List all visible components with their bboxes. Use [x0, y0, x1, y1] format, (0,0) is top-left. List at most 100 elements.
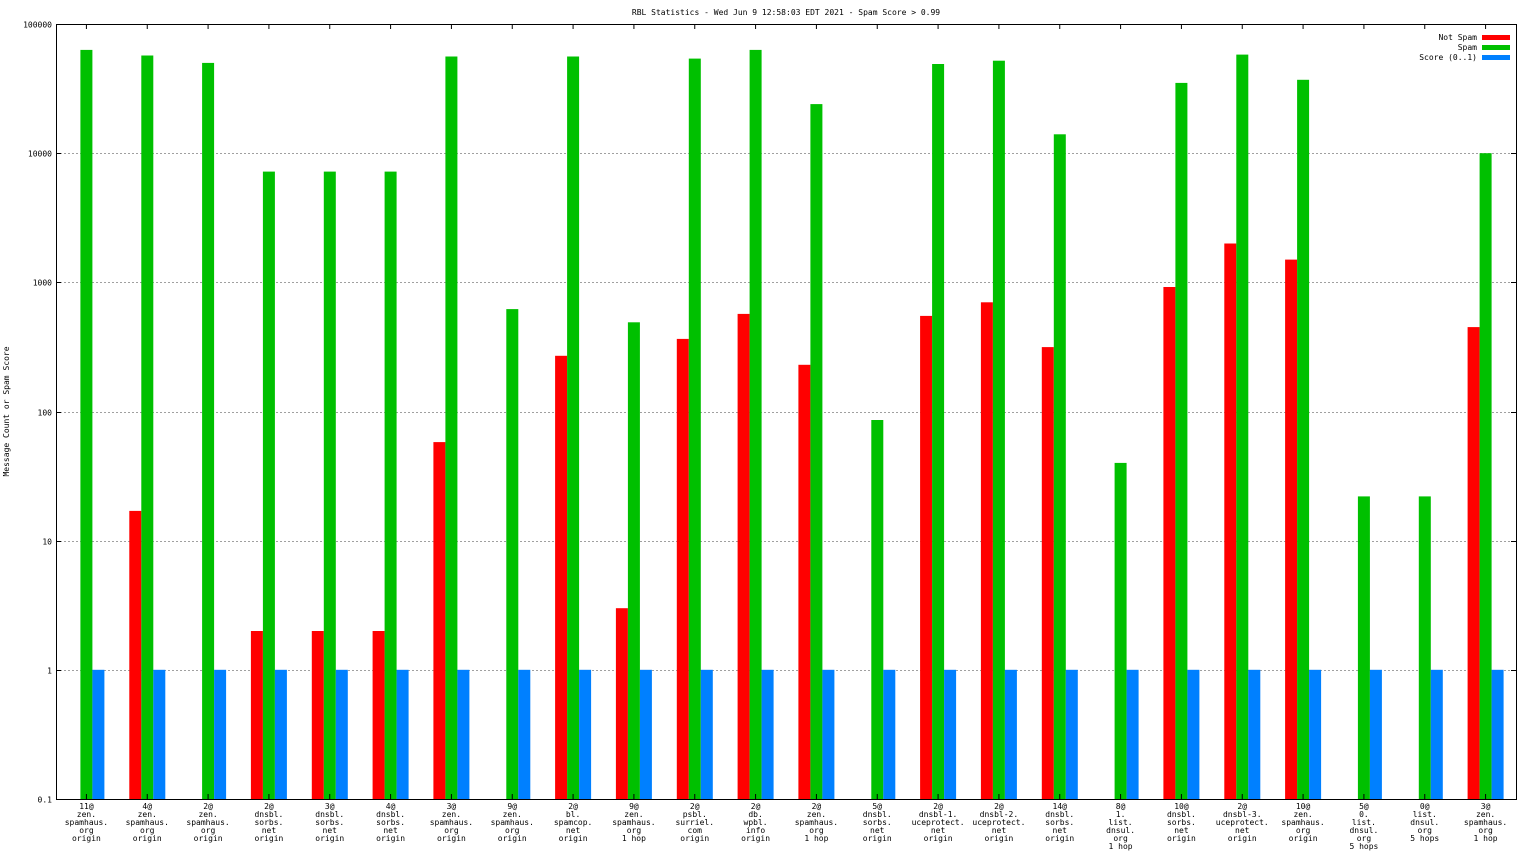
x-tick-label: 3@ [447, 802, 457, 811]
x-tick-label: uceprotect. [972, 818, 1025, 827]
x-tick-label: 2@ [264, 802, 274, 811]
x-tick-label: psbl. [683, 810, 707, 819]
x-tick-label: net [383, 826, 398, 835]
x-tick-label: 0@ [1420, 802, 1430, 811]
x-tick-label: 2@ [203, 802, 213, 811]
x-tick-label: net [931, 826, 946, 835]
bar-not-spam [920, 315, 933, 799]
bar-spam [810, 104, 823, 800]
bar-not-spam [1467, 327, 1480, 799]
x-tick-label: 2@ [751, 802, 761, 811]
bar-not-spam [433, 442, 446, 799]
bar-spam [1114, 462, 1127, 799]
bar-score [883, 669, 896, 799]
x-tick-label: db. [748, 810, 762, 819]
x-tick-label: spamhaus. [612, 818, 655, 827]
x-tick-label: net [566, 826, 581, 835]
x-tick-label: origin [437, 834, 466, 843]
x-tick-label: net [1053, 826, 1068, 835]
x-tick-label: zen. [1293, 810, 1312, 819]
x-tick-label: org [140, 826, 155, 835]
x-tick-label: sorbs. [315, 818, 344, 827]
x-tick-label: spamhaus. [1464, 818, 1507, 827]
x-tick-label: zen. [442, 810, 461, 819]
x-tick-label: dnsul. [1349, 826, 1378, 835]
x-tick-label: origin [559, 834, 588, 843]
x-tick-label: list. [1109, 818, 1133, 827]
x-tick-label: dnsbl. [376, 810, 405, 819]
x-tick-label: zen. [503, 810, 522, 819]
bar-score [1430, 669, 1443, 799]
x-tick-label: dnsbl. [1045, 810, 1074, 819]
x-tick-label: 11@ [79, 802, 94, 811]
bar-not-spam [798, 364, 811, 799]
bar-spam [1479, 153, 1492, 799]
bar-score [92, 669, 105, 799]
legend-swatch [1482, 45, 1510, 50]
bar-not-spam [129, 510, 142, 799]
bar-score [335, 669, 348, 799]
x-tick-label: origin [984, 834, 1013, 843]
x-tick-label: 10@ [1296, 802, 1311, 811]
x-tick-label: 5 hops [1349, 842, 1378, 851]
bar-not-spam [372, 631, 385, 799]
bar-spam [141, 55, 154, 799]
x-tick-label: uceprotect. [1216, 818, 1269, 827]
bar-not-spam [737, 313, 750, 799]
x-tick-label: origin [254, 834, 283, 843]
y-tick-label: 100 [38, 409, 53, 418]
x-tick-label: org [1478, 826, 1493, 835]
x-tick-label: 9@ [629, 802, 639, 811]
bar-not-spam [615, 608, 628, 799]
x-tick-label: org [627, 826, 642, 835]
bar-spam [567, 56, 580, 799]
bar-score [639, 669, 652, 799]
y-tick-label: 1000 [33, 279, 52, 288]
bar-score [518, 669, 531, 799]
x-tick-label: dnsbl. [315, 810, 344, 819]
x-tick-label: 1 hop [804, 834, 828, 843]
legend-label: Score (0..1) [1419, 53, 1477, 62]
x-tick-label: com [688, 826, 703, 835]
x-tick-label: net [262, 826, 277, 835]
x-tick-label: origin [72, 834, 101, 843]
x-tick-label: org [79, 826, 94, 835]
x-tick-labels: 11@zen.spamhaus.orgorigin4@zen.spamhaus.… [65, 802, 1508, 851]
x-tick-label: spamhaus. [795, 818, 838, 827]
bar-spam [445, 56, 458, 799]
bar-not-spam [1041, 347, 1054, 799]
plot-frame [56, 24, 1517, 800]
bar-spam [749, 49, 762, 799]
bar-spam [384, 171, 397, 800]
bar-not-spam [676, 338, 689, 799]
x-tick-label: zen. [77, 810, 96, 819]
x-tick-label: zen. [807, 810, 826, 819]
x-tick-label: 1 hop [622, 834, 646, 843]
x-tick-label: net [870, 826, 885, 835]
x-tick-label: dnsul. [1410, 818, 1439, 827]
bar-spam [688, 58, 701, 800]
legend-swatch [1482, 55, 1510, 60]
x-tick-label: sorbs. [1167, 818, 1196, 827]
bar-score [274, 669, 287, 799]
bar-spam [506, 309, 519, 799]
y-tick-label: 0.1 [38, 796, 53, 805]
x-tick-label: sorbs. [863, 818, 892, 827]
x-tick-label: dnsbl-2. [980, 810, 1019, 819]
x-tick-label: 2@ [690, 802, 700, 811]
bar-spam [992, 60, 1005, 799]
x-tick-label: 3@ [325, 802, 335, 811]
x-tick-label: spamhaus. [65, 818, 108, 827]
x-tick-label: org [505, 826, 520, 835]
x-tick-label: 5@ [1359, 802, 1369, 811]
x-tick-label: net [1174, 826, 1189, 835]
x-tick-label: 1. [1116, 810, 1126, 819]
x-tick-label: spamhaus. [1281, 818, 1324, 827]
legend-label: Not Spam [1438, 33, 1477, 42]
x-tick-label: spamhaus. [491, 818, 534, 827]
x-tick-label: origin [1289, 834, 1318, 843]
x-tick-label: net [1235, 826, 1250, 835]
bar-spam [1175, 82, 1188, 799]
x-tick-label: origin [741, 834, 770, 843]
x-tick-label: 2@ [568, 802, 578, 811]
